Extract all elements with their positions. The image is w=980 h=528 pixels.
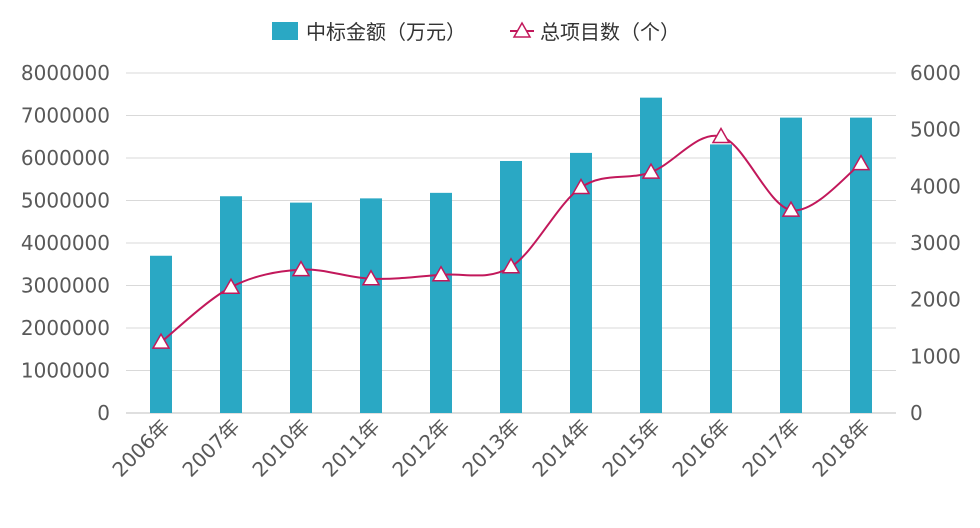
line-series bbox=[151, 126, 871, 349]
bar bbox=[780, 117, 802, 413]
line-marker bbox=[851, 154, 871, 171]
bar bbox=[710, 144, 732, 413]
y-left-tick-label: 8000000 bbox=[21, 61, 110, 85]
bar bbox=[500, 160, 522, 413]
y-right-tick-label: 3000 bbox=[910, 231, 961, 255]
right-axis: 0 1000 2000 3000 4000 5000 6000 bbox=[910, 61, 961, 425]
x-tick-label: 2018年 bbox=[807, 415, 874, 482]
x-tick-label: 2007年 bbox=[177, 415, 244, 482]
line-marker bbox=[571, 177, 591, 195]
bar bbox=[220, 196, 242, 413]
line-marker bbox=[431, 265, 451, 282]
y-left-tick-label: 6000000 bbox=[21, 146, 110, 170]
y-right-tick-label: 4000 bbox=[910, 174, 961, 198]
line-marker bbox=[711, 126, 731, 144]
legend-label-bar: 中标金额（万元） bbox=[306, 20, 466, 44]
x-tick-label: 2013年 bbox=[457, 415, 524, 482]
y-right-tick-label: 1000 bbox=[910, 344, 961, 368]
x-tick-label: 2010年 bbox=[247, 415, 314, 482]
line-marker bbox=[361, 269, 381, 286]
x-tick-label: 2012年 bbox=[387, 415, 454, 482]
x-axis: 2006年 2007年 2010年 2011年 2012年 2013年 2014年 2015年… bbox=[107, 415, 874, 482]
bar-series bbox=[150, 97, 872, 414]
x-tick-label: 2011年 bbox=[317, 415, 384, 482]
legend-marker-triangle bbox=[512, 21, 532, 38]
y-left-tick-label: 1000000 bbox=[21, 359, 110, 383]
bar bbox=[570, 152, 592, 413]
y-right-tick-label: 2000 bbox=[910, 288, 961, 312]
legend-swatch-bar bbox=[272, 22, 298, 40]
x-tick-label: 2016年 bbox=[667, 415, 734, 482]
line-marker bbox=[291, 260, 311, 277]
y-left-tick-label: 0 bbox=[97, 401, 110, 425]
x-tick-label: 2015年 bbox=[597, 415, 664, 482]
y-left-tick-label: 5000000 bbox=[21, 189, 110, 213]
x-tick-label: 2006年 bbox=[107, 415, 174, 482]
bar bbox=[360, 198, 382, 413]
line-marker bbox=[501, 257, 521, 274]
line-marker bbox=[151, 332, 171, 349]
line-marker bbox=[641, 162, 661, 179]
bar bbox=[850, 117, 872, 413]
y-right-tick-label: 0 bbox=[910, 401, 923, 425]
y-left-tick-label: 2000000 bbox=[21, 316, 110, 340]
x-tick-label: 2014年 bbox=[527, 415, 594, 482]
legend: 中标金额（万元） 总项目数（个） bbox=[272, 20, 680, 44]
y-left-tick-label: 4000000 bbox=[21, 231, 110, 255]
line-marker bbox=[221, 277, 241, 294]
y-left-tick-label: 7000000 bbox=[21, 104, 110, 128]
left-axis: 0 1000000 2000000 3000000 4000000 5000000 6000… bbox=[21, 61, 110, 425]
y-left-tick-label: 3000000 bbox=[21, 274, 110, 298]
x-tick-label: 2017年 bbox=[737, 415, 804, 482]
bar bbox=[640, 97, 662, 414]
line-path bbox=[160, 134, 862, 343]
line-marker bbox=[781, 200, 801, 217]
y-right-tick-label: 6000 bbox=[910, 61, 961, 85]
bar bbox=[290, 202, 312, 413]
legend-label-line: 总项目数（个） bbox=[540, 20, 680, 44]
bar bbox=[430, 192, 452, 413]
y-right-tick-label: 5000 bbox=[910, 118, 961, 142]
